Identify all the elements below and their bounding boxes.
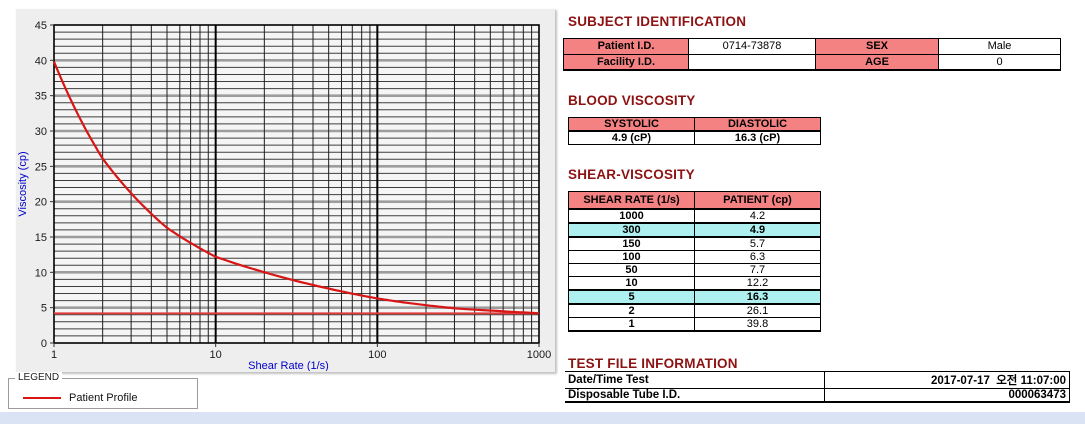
svg-text:10: 10 (35, 267, 47, 279)
date-time-test-label: Date/Time Test (565, 371, 826, 389)
patient-value: 4.9 (694, 221, 821, 238)
date-time-test-value: 2017-07-17 오전 11:07:00 (824, 371, 1070, 389)
plot-area (54, 25, 539, 343)
shear-viscosity-table: SHEAR RATE (1/s) PATIENT (cp) 1000 4.2 30… (568, 191, 821, 332)
patient-cp-header: PATIENT (cp) (694, 191, 821, 210)
bottom-strip (0, 412, 1085, 424)
patient-value: 12.2 (694, 275, 821, 290)
legend-box: LEGEND Patient Profile (8, 372, 198, 409)
patient-value: 4.2 (694, 208, 821, 223)
svg-text:30: 30 (35, 126, 47, 138)
patient-id-label: Patient I.D. (563, 38, 689, 55)
patient-id-value: 0714-73878 (688, 38, 816, 55)
shear-row: 2 26.1 (568, 303, 821, 318)
y-axis-title: Viscosity (cp) (17, 151, 29, 216)
shear-rate: 10 (568, 275, 695, 290)
patient-value: 7.7 (694, 262, 821, 277)
sex-value: Male (938, 38, 1061, 55)
age-label: AGE (815, 53, 939, 70)
subject-identification-title: SUBJECT IDENTIFICATION (568, 14, 747, 29)
table-row: Date/Time Test 2017-07-17 오전 11:07:00 (565, 371, 1070, 389)
shear-row: 100 6.3 (568, 249, 821, 264)
patient-profile-curve (52, 61, 540, 315)
disposable-tube-id-label: Disposable Tube I.D. (565, 388, 826, 403)
facility-id-value (688, 53, 816, 70)
legend-entry: Patient Profile (23, 392, 197, 404)
shear-rate: 150 (568, 236, 695, 251)
shear-row: 1 39.8 (568, 316, 821, 331)
systolic-header: SYSTOLIC (568, 117, 695, 132)
shear-rate: 100 (568, 249, 695, 264)
svg-text:0: 0 (41, 338, 47, 350)
diastolic-header: DIASTOLIC (694, 117, 821, 132)
report-panel: SUBJECT IDENTIFICATION Patient I.D. 0714… (563, 0, 1073, 412)
legend-entry-label: Patient Profile (69, 392, 138, 404)
systolic-value: 4.9 (cP) (568, 130, 695, 145)
patient-value: 16.3 (694, 288, 821, 305)
shear-rate: 1 (568, 316, 695, 331)
shear-rate: 300 (568, 221, 695, 238)
svg-text:1000: 1000 (527, 349, 551, 361)
table-row: Disposable Tube I.D. 000063473 (565, 388, 1070, 403)
patient-value: 39.8 (694, 316, 821, 331)
shear-row: 1000 4.2 (568, 208, 821, 223)
shear-row: 300 4.9 (568, 221, 821, 238)
patient-profile-line-swatch (23, 397, 61, 399)
shear-rate: 2 (568, 303, 695, 318)
shear-row: 5 16.3 (568, 288, 821, 305)
shear-row: 10 12.2 (568, 275, 821, 290)
shear-rate: 50 (568, 262, 695, 277)
shear-rate: 1000 (568, 208, 695, 223)
blood-viscosity-title: BLOOD VISCOSITY (568, 93, 696, 108)
age-value: 0 (938, 53, 1061, 70)
viscosity-chart-panel: 0 5 10 15 20 25 30 35 40 45 1 10 100 1000 Shear Rate (… (15, 8, 555, 372)
svg-text:100: 100 (368, 349, 386, 361)
patient-value: 26.1 (694, 303, 821, 318)
svg-text:5: 5 (41, 303, 47, 315)
svg-text:40: 40 (35, 55, 47, 67)
shear-rate: 5 (568, 288, 695, 305)
shear-row: 150 5.7 (568, 236, 821, 251)
test-file-information-title: TEST FILE INFORMATION (568, 356, 738, 371)
table-row: Patient I.D. 0714-73878 SEX Male (563, 38, 1061, 55)
sex-label: SEX (815, 38, 939, 55)
table-row: Facility I.D. AGE 0 (563, 53, 1061, 70)
svg-text:35: 35 (35, 91, 47, 103)
patient-value: 6.3 (694, 249, 821, 264)
table-row: 4.9 (cP) 16.3 (cP) (568, 130, 821, 145)
test-file-information-table: Date/Time Test 2017-07-17 오전 11:07:00 Di… (565, 371, 1070, 403)
table-header-row: SYSTOLIC DIASTOLIC (568, 117, 821, 132)
svg-text:10: 10 (210, 349, 222, 361)
legend-title: LEGEND (15, 372, 63, 383)
svg-text:1: 1 (51, 349, 57, 361)
facility-id-label: Facility I.D. (563, 53, 689, 70)
blood-viscosity-table: SYSTOLIC DIASTOLIC 4.9 (cP) 16.3 (cP) (568, 117, 821, 145)
patient-value: 5.7 (694, 236, 821, 251)
svg-text:15: 15 (35, 232, 47, 244)
diastolic-value: 16.3 (cP) (694, 130, 821, 145)
table-header-row: SHEAR RATE (1/s) PATIENT (cp) (568, 191, 821, 210)
svg-text:20: 20 (35, 197, 47, 209)
shear-row: 50 7.7 (568, 262, 821, 277)
viscosity-chart: 0 5 10 15 20 25 30 35 40 45 1 10 100 1000 Shear Rate (… (17, 20, 551, 372)
disposable-tube-id-value: 000063473 (824, 388, 1070, 403)
svg-text:25: 25 (35, 161, 47, 173)
subject-identification-table: Patient I.D. 0714-73878 SEX Male Facilit… (563, 38, 1061, 71)
x-axis-title: Shear Rate (1/s) (248, 360, 329, 371)
shear-rate-header: SHEAR RATE (1/s) (568, 191, 695, 210)
shear-viscosity-title: SHEAR-VISCOSITY (568, 167, 695, 182)
svg-text:45: 45 (35, 20, 47, 32)
